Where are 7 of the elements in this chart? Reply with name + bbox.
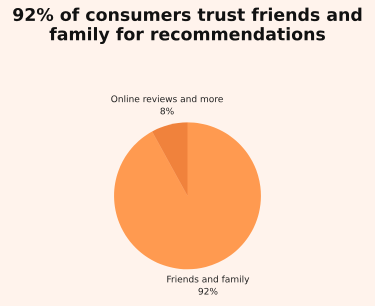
slice-label: Online reviews and more (111, 95, 223, 102)
data-label: 8% (160, 108, 174, 114)
slice-label: Friends and family (167, 276, 250, 284)
chart-title: 92% of consumers trust friends and family for recommendations (13, 8, 362, 44)
pie-slice (114, 122, 261, 270)
pie-slice (152, 122, 188, 196)
data-label: 92% (198, 288, 218, 295)
